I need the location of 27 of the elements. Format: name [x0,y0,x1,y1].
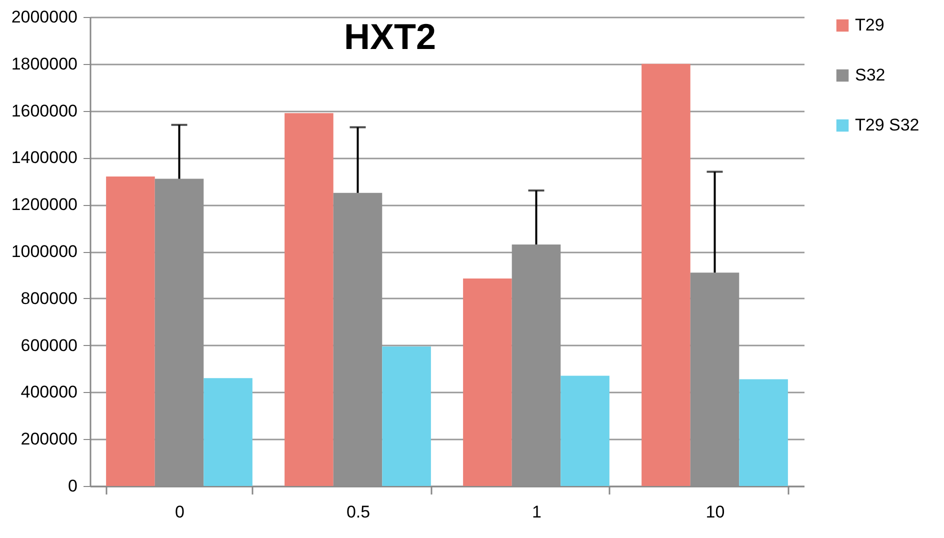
bar [382,346,431,486]
y-tick-label: 1400000 [11,148,78,168]
bar [739,379,788,486]
y-tick-label: 600000 [20,336,78,355]
x-tick-label: 1 [532,502,542,522]
y-tick-label: 400000 [20,382,78,402]
legend-label: T29 S32 [855,116,920,134]
bar [463,278,512,486]
bar [106,176,155,486]
y-tick-label: 0 [68,476,78,496]
y-tick-label: 1600000 [11,101,78,120]
x-tick-label: 0.5 [346,502,370,522]
bar [284,113,334,486]
y-tick-label: 1800000 [11,54,78,74]
bar [560,376,610,486]
bar [204,378,252,486]
y-tick-label: 800000 [20,288,78,308]
y-tick-label: 200000 [20,430,78,449]
bar [642,64,690,486]
y-tick-label: 1000000 [11,242,78,261]
chart-title: HXT2 [344,16,436,57]
y-tick-label: 2000000 [11,8,78,26]
legend-label: S32 [855,66,886,84]
legend-label: T29 [855,16,884,34]
y-tick-label: 1200000 [11,195,78,214]
x-tick-label: 0 [175,502,184,522]
x-tick-label: 10 [706,502,725,522]
